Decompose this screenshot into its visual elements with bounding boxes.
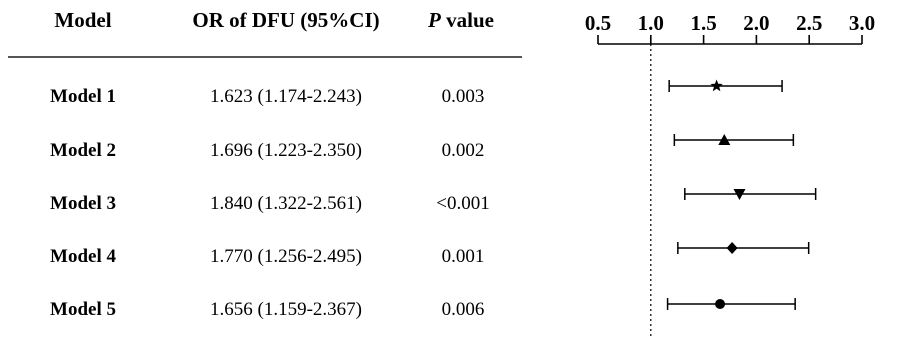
table-row: Model 5 1.656 (1.159-2.367) 0.006 [0, 299, 530, 329]
or-value: 1.623 (1.174-2.243) [210, 86, 362, 107]
point-marker-triangle-down [733, 189, 746, 200]
or-value: 1.656 (1.159-2.367) [210, 299, 362, 320]
x-tick-label: 1.5 [690, 11, 716, 35]
point-marker-diamond [726, 242, 738, 254]
forest-plot: 0.5 1.0 1.5 2.0 2.5 3.0 [585, 11, 875, 338]
model-label: Model 3 [50, 193, 116, 214]
model-label: Model 4 [50, 246, 116, 267]
or-value: 1.770 (1.256-2.495) [210, 246, 362, 267]
model-label: Model 5 [50, 299, 116, 320]
p-value: <0.001 [436, 193, 490, 214]
p-value: 0.003 [441, 86, 485, 107]
x-tick-label: 0.5 [585, 11, 611, 35]
point-marker-triangle-up [718, 134, 731, 145]
p-value: 0.001 [441, 246, 485, 267]
header-p-italic: P [428, 8, 441, 32]
p-value: 0.006 [441, 299, 485, 320]
p-value: 0.002 [441, 140, 485, 161]
or-value: 1.696 (1.223-2.350) [210, 140, 362, 161]
table-row: Model 1 1.623 (1.174-2.243) 0.003 [0, 86, 530, 116]
header-model: Model [54, 8, 112, 32]
header-rule [8, 56, 522, 58]
point-marker-star [710, 79, 723, 92]
x-tick-label: 3.0 [849, 11, 875, 35]
or-value: 1.840 (1.322-2.561) [210, 193, 362, 214]
model-label: Model 2 [50, 140, 116, 161]
x-tick-label: 2.0 [743, 11, 769, 35]
x-tick-label: 2.5 [796, 11, 822, 35]
table-row: Model 4 1.770 (1.256-2.495) 0.001 [0, 246, 530, 276]
point-marker-circle [715, 299, 726, 309]
table-row: Model 2 1.696 (1.223-2.350) 0.002 [0, 140, 530, 170]
x-tick-label: 1.0 [638, 11, 664, 35]
model-label: Model 1 [50, 86, 116, 107]
header-or: OR of DFU (95%CI) [192, 8, 380, 32]
header-p-rest: value [440, 8, 494, 32]
table-row: Model 3 1.840 (1.322-2.561) <0.001 [0, 193, 530, 223]
header-p-value: P value [428, 8, 494, 33]
